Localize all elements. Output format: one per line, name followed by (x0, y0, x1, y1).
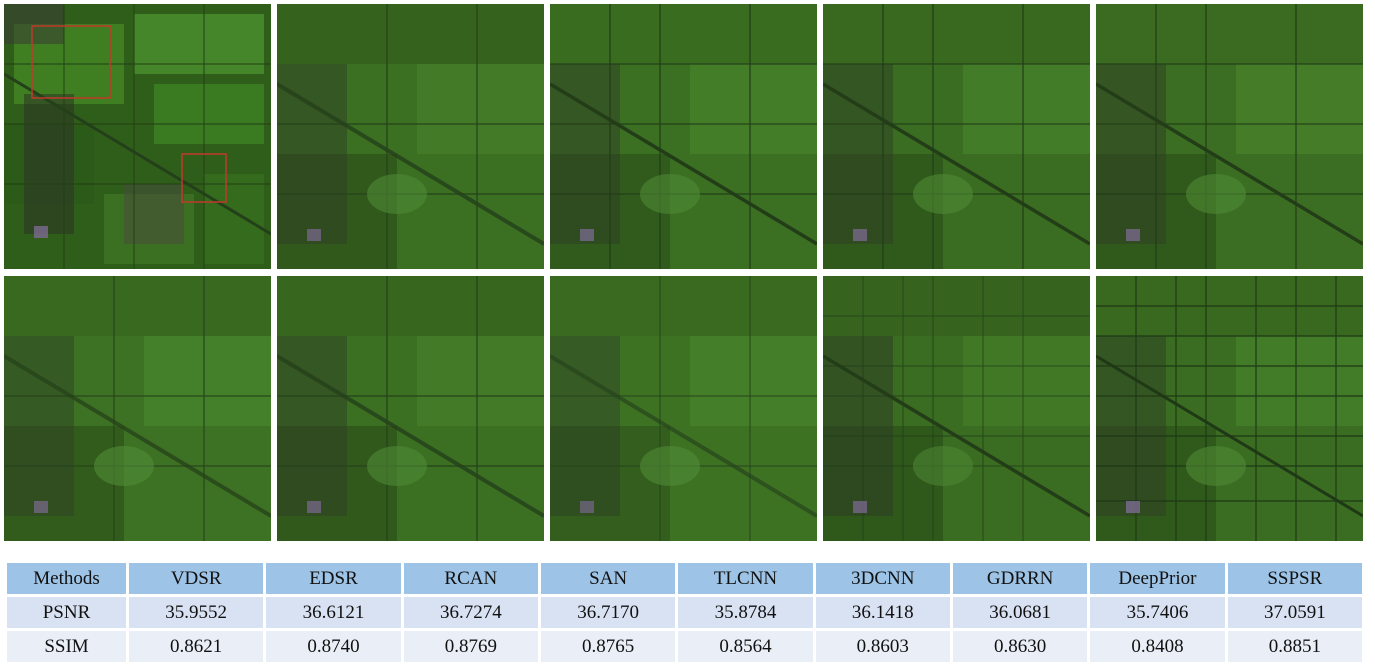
table-cell: 0.8630 (952, 631, 1088, 662)
table-cell: 35.8784 (678, 597, 813, 628)
table-cell: 0.8603 (815, 631, 950, 662)
table-cell: 0.8769 (403, 631, 538, 662)
metrics-table: Methods VDSR EDSR RCAN SAN TLCNN 3DCNN G… (4, 560, 1365, 665)
table-cell: 37.0591 (1227, 597, 1362, 628)
zoom-box-top (31, 25, 111, 99)
panel-rcan (823, 4, 1090, 269)
table-header-cell: VDSR (129, 563, 264, 594)
table-header-cell: RCAN (403, 563, 538, 594)
table-cell: 0.8621 (129, 631, 264, 662)
table-header-row: Methods VDSR EDSR RCAN SAN TLCNN 3DCNN G… (7, 563, 1362, 594)
table-cell: 35.7406 (1090, 597, 1225, 628)
panel-hr-reference (4, 4, 271, 269)
table-header-cell: GDRRN (952, 563, 1088, 594)
row-label: PSNR (7, 597, 126, 628)
panel-3dcnn (277, 276, 544, 541)
table-cell: 0.8765 (540, 631, 676, 662)
panel-edsr (550, 4, 817, 269)
panel-san (1096, 4, 1363, 269)
result-image-grid (4, 4, 1363, 541)
zoom-box-bottom (181, 153, 227, 203)
table-header-cell: 3DCNN (815, 563, 950, 594)
panel-deepprior (823, 276, 1090, 541)
table-row-ssim: SSIM 0.8621 0.8740 0.8769 0.8765 0.8564 … (7, 631, 1362, 662)
table-header-cell: TLCNN (678, 563, 813, 594)
table-cell: 36.6121 (266, 597, 401, 628)
panel-gdrrn (550, 276, 817, 541)
panel-tlcnn (4, 276, 271, 541)
panel-sspsr (1096, 276, 1363, 541)
table-header-cell: EDSR (266, 563, 401, 594)
table-cell: 36.0681 (952, 597, 1088, 628)
table-cell: 35.9552 (129, 597, 264, 628)
table-cell: 0.8740 (266, 631, 401, 662)
table-cell: 0.8851 (1227, 631, 1362, 662)
table-cell: 0.8564 (678, 631, 813, 662)
row-label: SSIM (7, 631, 126, 662)
table-header-cell: SSPSR (1227, 563, 1362, 594)
table-cell: 36.1418 (815, 597, 950, 628)
table-cell: 0.8408 (1090, 631, 1225, 662)
table-cell: 36.7170 (540, 597, 676, 628)
table-cell: 36.7274 (403, 597, 538, 628)
panel-vdsr (277, 4, 544, 269)
table-header-cell: SAN (540, 563, 676, 594)
table-header-cell: Methods (7, 563, 126, 594)
table-header-cell: DeepPrior (1090, 563, 1225, 594)
table-row-psnr: PSNR 35.9552 36.6121 36.7274 36.7170 35.… (7, 597, 1362, 628)
